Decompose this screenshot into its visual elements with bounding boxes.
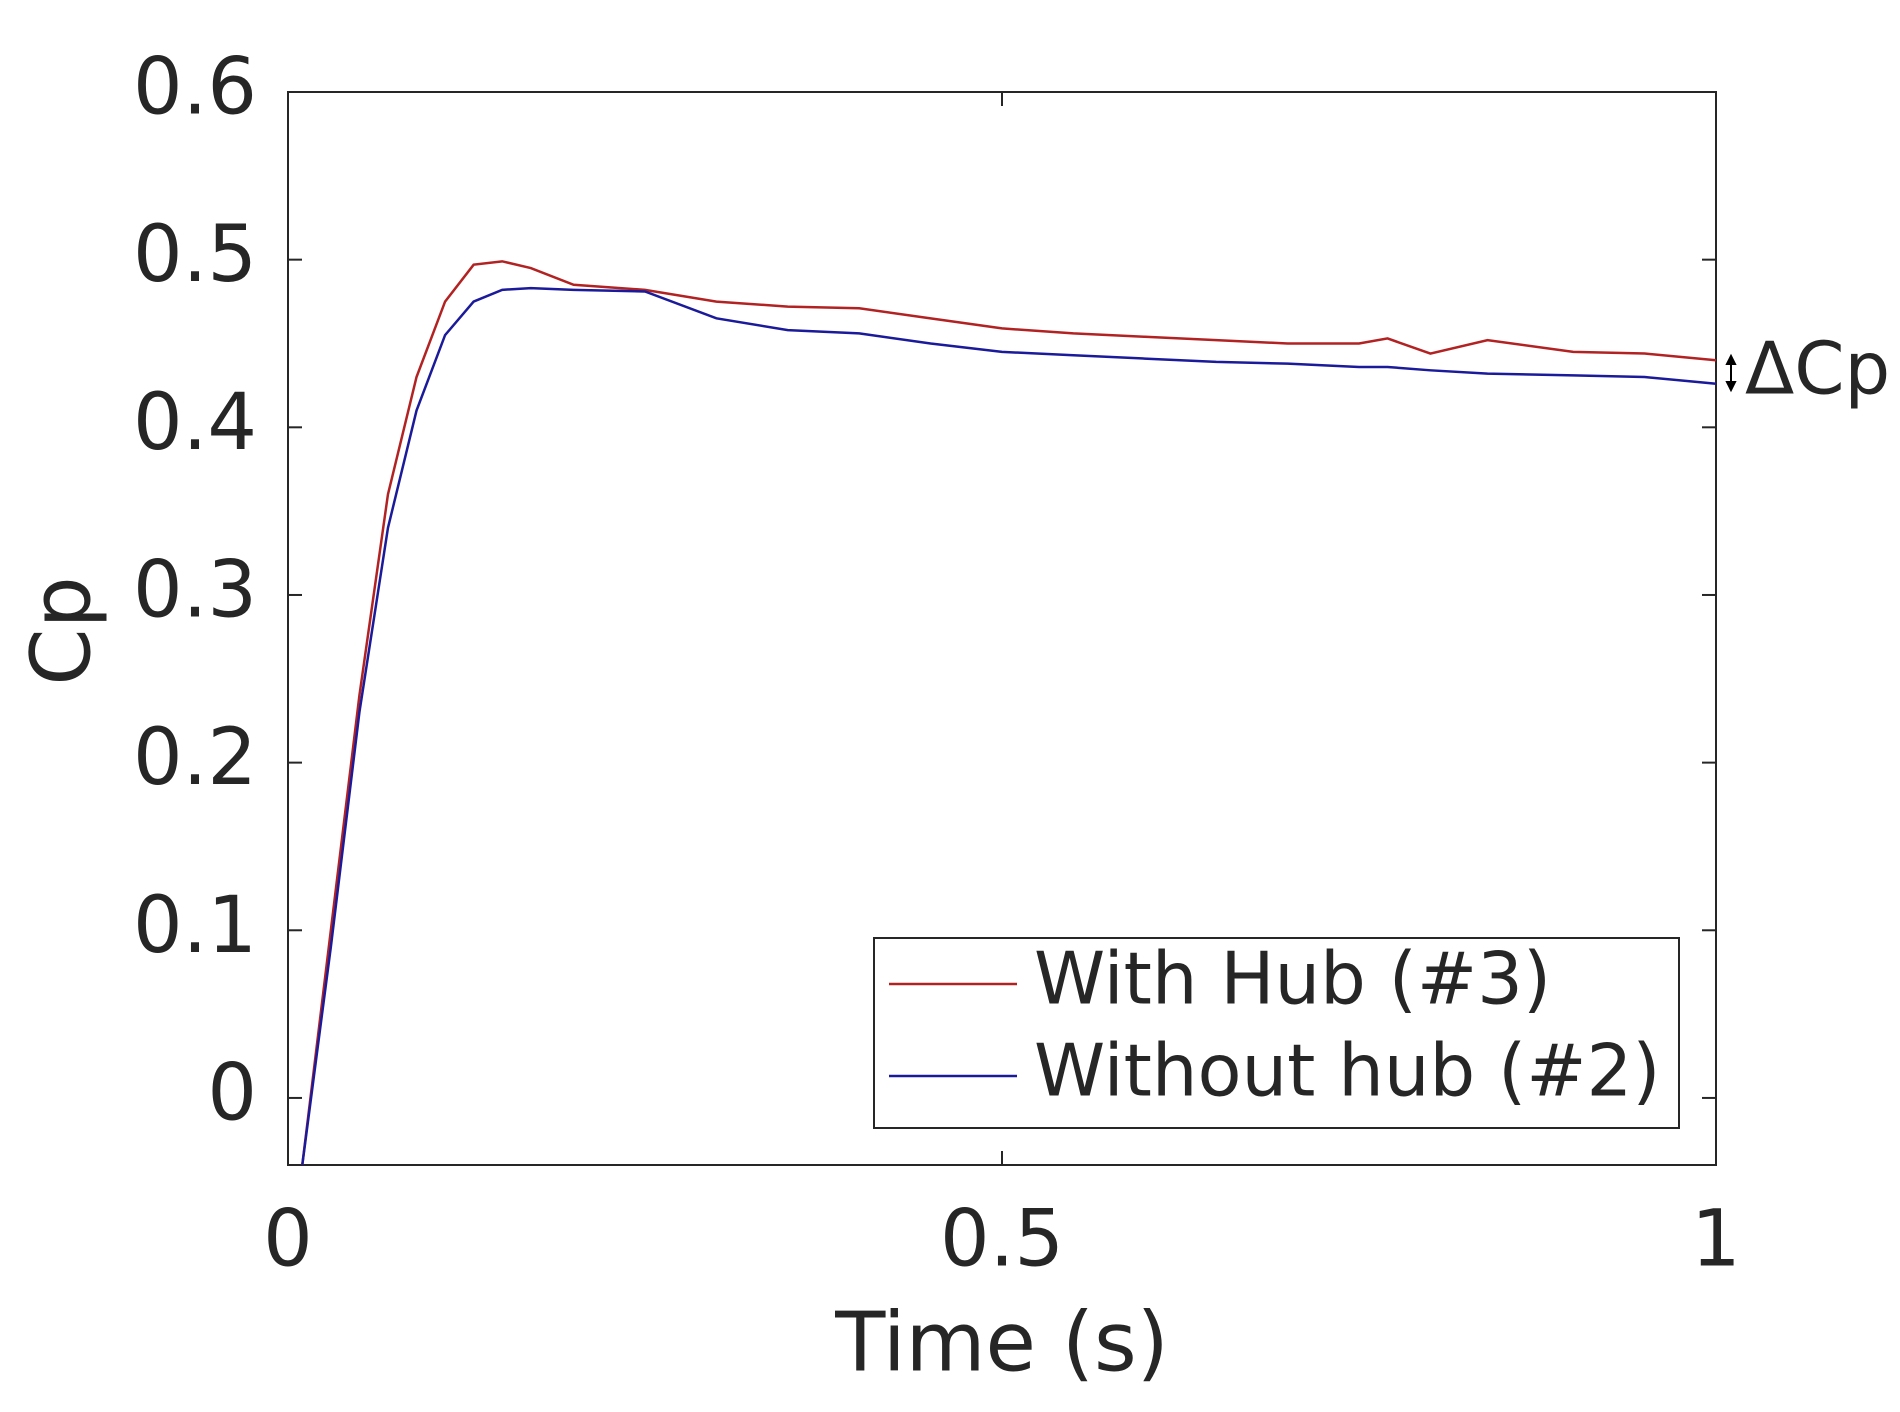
y-tick-label: 0.3 <box>133 545 257 635</box>
y-tick-label: 0.5 <box>133 210 257 300</box>
legend <box>873 937 1680 1129</box>
y-axis-label: Cp <box>14 576 109 685</box>
y-tick-label: 0.4 <box>133 378 257 468</box>
line <box>301 286 1717 1166</box>
x-tick-label: 0.5 <box>940 1194 1064 1284</box>
y-tick-label: 0.6 <box>133 42 257 132</box>
x-axis-label: Time (s) <box>834 1295 1168 1390</box>
y-tick-label: 0 <box>207 1048 257 1138</box>
annotation: ΔCp <box>1745 327 1890 411</box>
legend-label: With Hub (#3) <box>1034 937 1551 1021</box>
y-tick-label: 0.2 <box>133 713 257 803</box>
line <box>301 260 1717 1166</box>
y-tick-label: 0.1 <box>133 881 257 971</box>
annotation-arrow <box>1725 353 1737 393</box>
x-tick-label: 1 <box>1691 1194 1741 1284</box>
x-tick-label: 0 <box>263 1194 313 1284</box>
legend-label: Without hub (#2) <box>1034 1029 1660 1113</box>
